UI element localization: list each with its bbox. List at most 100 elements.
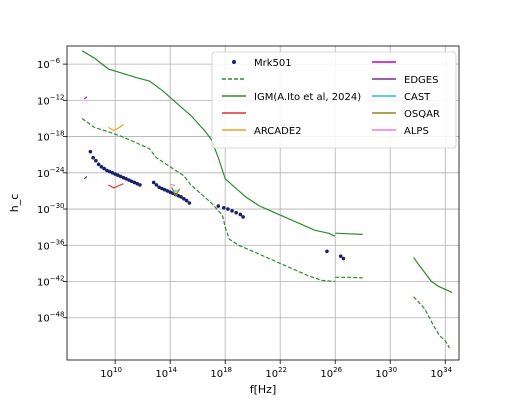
data-point bbox=[241, 215, 245, 219]
y-tick-base: 10 bbox=[37, 278, 50, 289]
data-point bbox=[234, 210, 238, 215]
legend-item: ARCADE2 bbox=[222, 126, 302, 137]
x-tick-exp: 18 bbox=[223, 366, 232, 374]
series-8 bbox=[170, 187, 181, 198]
plot-area bbox=[81, 50, 453, 349]
data-point bbox=[132, 180, 137, 185]
y-tick-label: 10−42 bbox=[37, 275, 65, 289]
data-point bbox=[124, 177, 128, 181]
x-tick-base: 10 bbox=[430, 369, 443, 380]
axes: 1010 1014 1018 1022 1026 1030 103410−610−1210−… bbox=[37, 57, 453, 380]
series-line bbox=[81, 118, 336, 283]
data-point bbox=[129, 179, 134, 184]
legend-item: EDGES bbox=[372, 75, 438, 86]
x-tick-exp: 22 bbox=[278, 366, 287, 374]
x-tick-base: 10 bbox=[100, 369, 113, 380]
y-tick-base: 10 bbox=[37, 205, 50, 216]
data-point bbox=[184, 198, 189, 203]
data-point bbox=[105, 168, 109, 173]
legend-label: EDGES bbox=[404, 75, 438, 86]
data-point bbox=[176, 193, 181, 198]
x-tick-exp: 30 bbox=[388, 366, 397, 374]
y-tick-exp: −6 bbox=[50, 57, 61, 65]
y-tick-exp: −18 bbox=[50, 130, 65, 138]
series-line bbox=[413, 296, 450, 349]
y-tick-label: 10−24 bbox=[37, 166, 65, 180]
y-tick-exp: −24 bbox=[50, 166, 65, 174]
legend-marker bbox=[232, 60, 236, 64]
y-tick-label: 10−12 bbox=[37, 93, 65, 107]
x-axis-label: f[Hz] bbox=[250, 383, 277, 396]
data-point bbox=[162, 187, 167, 192]
series-line bbox=[108, 124, 124, 132]
y-tick-label: 10−18 bbox=[37, 130, 65, 144]
x-tick-label: 1030 bbox=[375, 366, 397, 380]
data-point bbox=[226, 207, 230, 211]
data-point bbox=[121, 175, 126, 180]
data-point bbox=[107, 169, 112, 174]
data-point bbox=[127, 178, 131, 182]
y-tick-exp: −48 bbox=[50, 311, 65, 319]
series-line bbox=[170, 187, 181, 198]
series-1 bbox=[81, 118, 450, 349]
x-tick-exp: 14 bbox=[168, 366, 177, 374]
legend-item: CAST bbox=[372, 92, 431, 103]
data-point bbox=[160, 186, 164, 191]
data-point bbox=[135, 181, 139, 186]
data-point bbox=[187, 201, 192, 205]
data-point bbox=[230, 209, 234, 213]
series-line bbox=[413, 256, 453, 293]
series-line bbox=[335, 276, 363, 279]
legend-item: Mrk501 bbox=[232, 58, 292, 69]
series-9 bbox=[170, 183, 176, 187]
data-point bbox=[102, 166, 106, 171]
data-point bbox=[165, 189, 170, 193]
data-point bbox=[110, 171, 115, 175]
x-tick-label: 1018 bbox=[210, 366, 232, 380]
x-tick-label: 1014 bbox=[155, 366, 177, 380]
y-tick-exp: −42 bbox=[50, 275, 65, 283]
series-5 bbox=[83, 96, 88, 100]
series-line bbox=[108, 183, 124, 189]
y-tick-base: 10 bbox=[37, 241, 50, 252]
legend-label: ARCADE2 bbox=[254, 126, 302, 137]
data-point bbox=[113, 172, 117, 176]
data-point bbox=[118, 174, 123, 179]
y-tick-base: 10 bbox=[37, 133, 50, 144]
y-tick-exp: −30 bbox=[50, 202, 65, 210]
data-point bbox=[182, 196, 186, 201]
data-point bbox=[222, 206, 226, 210]
x-tick-base: 10 bbox=[375, 369, 388, 380]
x-tick-base: 10 bbox=[320, 369, 333, 380]
x-tick-exp: 34 bbox=[443, 366, 452, 374]
data-point bbox=[116, 173, 120, 178]
y-tick-base: 10 bbox=[37, 60, 50, 71]
series-line bbox=[170, 183, 176, 187]
legend-label: CAST bbox=[404, 92, 431, 103]
series-3 bbox=[108, 183, 124, 189]
y-tick-base: 10 bbox=[37, 314, 50, 325]
y-axis-label: h_c bbox=[8, 194, 21, 213]
series-line bbox=[83, 96, 88, 100]
data-point bbox=[168, 190, 172, 194]
y-tick-base: 10 bbox=[37, 96, 50, 107]
x-tick-exp: 10 bbox=[113, 366, 122, 374]
x-tick-label: 1026 bbox=[320, 366, 342, 380]
legend-item: IGM(A.Ito et al, 2024) bbox=[222, 92, 361, 103]
y-tick-label: 10−6 bbox=[37, 57, 61, 71]
data-point bbox=[151, 180, 156, 185]
x-tick-base: 10 bbox=[155, 369, 168, 380]
y-tick-exp: −12 bbox=[50, 93, 65, 101]
x-tick-label: 1034 bbox=[430, 366, 452, 380]
series-4 bbox=[108, 124, 124, 132]
legend-item: OSQAR bbox=[372, 109, 440, 120]
data-point bbox=[96, 162, 101, 167]
x-tick-exp: 26 bbox=[333, 366, 342, 374]
data-point bbox=[238, 212, 243, 217]
y-tick-label: 10−36 bbox=[37, 238, 65, 252]
series-2 bbox=[81, 50, 453, 293]
plot-frame bbox=[66, 45, 460, 361]
data-point bbox=[338, 254, 343, 258]
data-point bbox=[88, 149, 93, 154]
